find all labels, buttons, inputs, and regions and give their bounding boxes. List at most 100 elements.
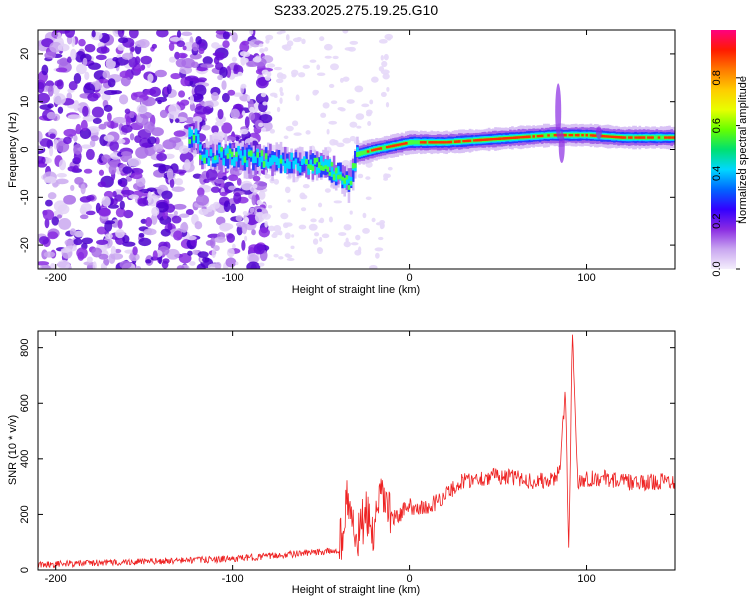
spectrogram-noise-blob xyxy=(90,135,99,142)
spectrogram-ridge-cell xyxy=(288,152,291,167)
spectrogram-noise-blob xyxy=(244,116,250,128)
spectrogram-noise-blob xyxy=(55,30,62,34)
spectrogram-noise-blob xyxy=(387,166,393,171)
snr-x-tick-label: -200 xyxy=(45,573,67,585)
spectrogram-noise-blob xyxy=(132,246,138,256)
spectrogram-ridge-cell xyxy=(655,135,659,140)
spectrogram-noise-blob xyxy=(96,226,107,235)
spectrogram-noise-blob xyxy=(215,120,224,127)
spectrogram-ridge-cell xyxy=(313,157,317,164)
spectrogram-ridge-cell xyxy=(443,141,446,144)
spectrogram-noise-blob xyxy=(128,30,139,39)
spectrogram-noise-blob xyxy=(297,72,306,78)
spectrogram-noise-blob xyxy=(302,64,310,69)
spectrogram-ridge-cell xyxy=(341,176,344,181)
spectrogram-noise-blob xyxy=(189,102,196,112)
snr-x-tick-label: 0 xyxy=(407,573,413,585)
spectrogram-noise-blob xyxy=(202,106,212,115)
snr-frame xyxy=(37,330,676,571)
spectrogram-noise-blob xyxy=(214,236,226,243)
snr-series-line xyxy=(38,334,675,569)
spectrogram-noise-blob xyxy=(265,38,270,44)
spectrogram-ridge-cell xyxy=(462,140,465,143)
spectrogram-ridge-cell xyxy=(532,135,535,138)
spectrogram-ridge-cell xyxy=(320,165,323,171)
spectrogram-x-tick-label: -200 xyxy=(45,272,67,284)
spectrogram-noise-blob xyxy=(112,198,118,205)
spectrogram-ridge-cell xyxy=(235,152,238,162)
spectrogram-noise-blob xyxy=(173,169,187,174)
spectrogram-ridge-cell xyxy=(536,134,540,138)
spectrogram-ridge-cell xyxy=(436,141,440,144)
spectrogram-noise-blob xyxy=(240,180,253,191)
spectrogram-ridge-cell xyxy=(220,152,223,174)
spectrogram-ridge-cell xyxy=(545,133,548,138)
spectrogram-ridge-cell xyxy=(464,139,468,143)
spectrogram-ridge-cell xyxy=(205,153,208,164)
spectrogram-ridge-cell xyxy=(373,148,376,151)
spectrogram-noise-blob xyxy=(44,218,50,229)
spectrogram-noise-blob xyxy=(333,200,343,204)
spectrogram-ridge-cell xyxy=(534,133,538,139)
spectrogram-ridge-cell xyxy=(262,161,266,168)
spectrogram-noise-blob xyxy=(124,108,131,114)
spectrogram-ridge-cell xyxy=(343,177,347,184)
spectrogram-ridge-cell xyxy=(324,165,327,170)
spectrogram-noise-blob xyxy=(344,47,354,51)
spectrogram-ridge-cell xyxy=(615,135,618,139)
spectrogram-y-tick-label: -20 xyxy=(19,237,31,253)
spectrogram-ridge-cell xyxy=(264,147,268,157)
spectrogram-noise-blob xyxy=(73,238,83,246)
spectrogram-noise-blob xyxy=(343,224,352,231)
spectrogram-noise-blob xyxy=(319,36,325,42)
spectrogram-noise-blob xyxy=(134,97,144,103)
spectrogram-noise-blob xyxy=(181,31,193,37)
spectrogram-noise-blob xyxy=(146,187,157,192)
spectrogram-noise-blob xyxy=(79,196,92,203)
spectrogram-noise-blob xyxy=(232,92,244,97)
spectrogram-noise-blob xyxy=(240,83,247,89)
spectrogram-noise-blob xyxy=(42,209,55,221)
spectrogram-noise-blob xyxy=(279,30,286,34)
spectrogram-ridge-cell xyxy=(549,133,552,138)
spectrogram-noise-blob xyxy=(206,206,213,213)
spectrogram-noise-blob xyxy=(349,210,353,215)
spectrogram-noise-blob xyxy=(129,133,135,141)
spectrogram-noise-blob xyxy=(264,220,269,228)
spectrogram-ridge-cell xyxy=(190,129,194,137)
spectrogram-noise-blob xyxy=(103,134,115,142)
spectrogram-ridge-cell xyxy=(237,155,240,168)
spectrogram-noise-blob xyxy=(342,137,352,144)
spectrogram-ridge-cell xyxy=(574,134,578,137)
spectrogram-noise-blob xyxy=(302,184,310,189)
spectrogram-noise-blob xyxy=(284,232,291,240)
spectrogram-noise-blob xyxy=(120,189,135,195)
spectrogram-noise-blob xyxy=(122,235,130,244)
spectrogram-ridge-cell xyxy=(271,156,274,176)
snr-x-tick-label: -100 xyxy=(222,573,244,585)
spectrogram-noise-blob xyxy=(260,92,267,98)
spectrogram-noise-blob xyxy=(47,85,54,97)
spectrogram-ridge-cell xyxy=(296,157,300,168)
spectrogram-noise-blob xyxy=(326,128,330,135)
spectrogram-ridge-cell xyxy=(188,127,192,138)
spectrogram-noise-blob xyxy=(166,168,174,181)
spectrogram-noise-blob xyxy=(215,54,225,61)
spectrogram-ridge-cell xyxy=(506,136,510,140)
spectrogram-noise-blob xyxy=(182,45,187,51)
spectrogram-ridge-cell xyxy=(502,137,506,140)
spectrogram-ridge-cell xyxy=(515,136,518,139)
spectrogram-ridge-cell xyxy=(309,159,313,168)
spectrogram-noise-blob xyxy=(167,222,173,231)
spectrogram-ridge-cell xyxy=(230,151,234,158)
spectrogram-noise-blob xyxy=(64,239,74,247)
spectrogram-noise-blob xyxy=(251,229,256,236)
spectrogram-ridge-cell xyxy=(347,185,351,190)
spectrogram-noise-blob xyxy=(241,240,246,251)
spectrogram-ridge-cell xyxy=(203,147,206,158)
spectrogram-ridge-cell xyxy=(296,163,300,171)
spectrogram-noise-blob xyxy=(354,249,362,256)
spectrogram-ridge-cell xyxy=(432,141,436,144)
spectrogram-ridge-cell xyxy=(351,167,355,182)
spectrogram-noise-blob xyxy=(120,75,131,87)
